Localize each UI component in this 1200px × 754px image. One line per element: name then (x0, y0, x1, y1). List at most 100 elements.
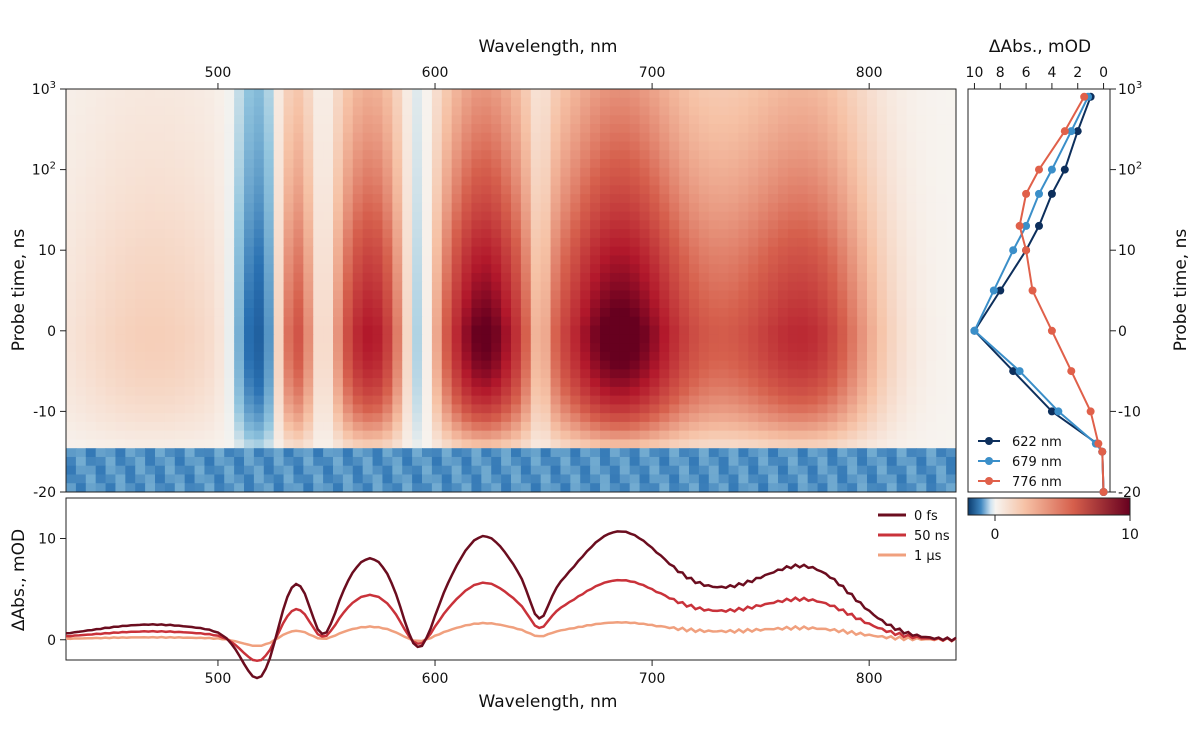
heatmap-cell (184, 237, 196, 248)
heatmap-cell (936, 430, 947, 441)
heatmap-cell (145, 97, 156, 108)
heatmap-cell (441, 439, 453, 449)
heatmap-cell (649, 167, 660, 178)
heatmap-cell (768, 404, 779, 414)
heatmap-cell (560, 343, 571, 353)
heatmap-cell (184, 343, 196, 353)
heatmap-cell (105, 483, 117, 492)
kinetics-traces (970, 92, 1108, 496)
heatmap-cell (382, 132, 393, 143)
heatmap-cell (135, 115, 146, 125)
heatmap-cell (787, 334, 799, 344)
heatmap-cell (501, 255, 512, 265)
heatmap-cell (728, 439, 740, 449)
heatmap-cell (797, 395, 809, 405)
heatmap-cell (787, 264, 799, 274)
heatmap-cell (619, 141, 631, 151)
heatmap-cell (609, 106, 621, 116)
heatmap-cell (619, 255, 631, 265)
heatmap-cell (323, 299, 334, 309)
heatmap-cell (580, 290, 591, 300)
heatmap-cell (224, 386, 235, 397)
heatmap-cell (145, 115, 156, 125)
heatmap-cell (95, 465, 107, 476)
heatmap-cell (75, 395, 87, 405)
heatmap-cell (214, 360, 225, 370)
heatmap-cell (471, 150, 482, 160)
heatmap-cell (629, 369, 641, 379)
heatmap-cell (560, 351, 571, 362)
heatmap-cell (679, 97, 690, 108)
heatmap-cell (313, 413, 324, 423)
heatmap-cell (263, 106, 275, 116)
heatmap-cell (540, 325, 552, 335)
heatmap-cell (847, 255, 858, 265)
heatmap-cell (748, 378, 759, 388)
heatmap-cell (244, 281, 255, 292)
heatmap-cell (748, 246, 759, 257)
heatmap-cell (323, 316, 334, 327)
heatmap-cell (679, 272, 690, 283)
heatmap-cell (827, 299, 838, 309)
heatmap-cell (817, 413, 829, 423)
heatmap-cell (273, 176, 285, 186)
heatmap-cell (728, 150, 740, 160)
heatmap-cell (283, 97, 295, 108)
heatmap-cell (115, 281, 126, 292)
heatmap-cell (600, 211, 611, 222)
heatmap-cell (689, 483, 700, 492)
heatmap-cell (560, 483, 571, 492)
heatmap-cell (906, 386, 918, 397)
heatmap-cell (155, 150, 166, 160)
heatmap-cell (639, 150, 651, 160)
heatmap-cell (164, 246, 176, 257)
heatmap-cell (511, 404, 522, 414)
heatmap-cell (283, 404, 295, 414)
heatmap-cell (847, 246, 858, 257)
heatmap-cell (145, 159, 156, 169)
heatmap-cell (867, 474, 878, 484)
heatmap-cell (313, 395, 324, 405)
heatmap-cell (916, 343, 927, 353)
heatmap-cell (580, 150, 591, 160)
heatmap-cell (649, 202, 660, 213)
heatmap-cell (412, 351, 423, 362)
heatmap-cell (827, 264, 838, 274)
heatmap-cell (600, 483, 611, 492)
heatmap-cell (194, 430, 206, 441)
kinetics-point (1028, 286, 1037, 295)
heatmap-cell (382, 343, 393, 353)
heatmap-cell (649, 115, 660, 125)
heatmap-cell (412, 159, 423, 169)
heatmap-cell (342, 448, 354, 458)
heatmap-cell (807, 115, 819, 125)
heatmap-cell (95, 290, 107, 300)
heatmap-cell (244, 448, 255, 458)
heatmap-cell (550, 360, 562, 370)
heatmap-cell (718, 167, 730, 178)
heatmap-cell (511, 150, 522, 160)
heatmap-cell (75, 378, 87, 388)
heatmap-cell (530, 194, 542, 204)
heatmap-cell (827, 97, 838, 108)
heatmap-cell (807, 316, 819, 327)
heatmap-cell (758, 281, 769, 292)
heatmap-cell (669, 264, 680, 274)
heatmap-cell (649, 378, 660, 388)
heatmap-cell (501, 194, 512, 204)
heatmap-cell (333, 474, 344, 484)
heatmap-cell (669, 465, 680, 476)
heatmap-cell (184, 465, 196, 476)
heatmap-cell (896, 325, 908, 335)
heatmap-cell (194, 159, 206, 169)
heatmap-cell (530, 185, 542, 195)
heatmap-cell (66, 334, 77, 344)
heatmap-cell (204, 430, 215, 441)
heatmap-cell (837, 150, 848, 160)
heatmap-cell (530, 325, 542, 335)
heatmap-cell (758, 211, 769, 222)
heatmap-cell (214, 89, 225, 99)
heatmap-cell (491, 448, 502, 458)
heatmap-cell (253, 448, 265, 458)
heatmap-cell (253, 150, 265, 160)
